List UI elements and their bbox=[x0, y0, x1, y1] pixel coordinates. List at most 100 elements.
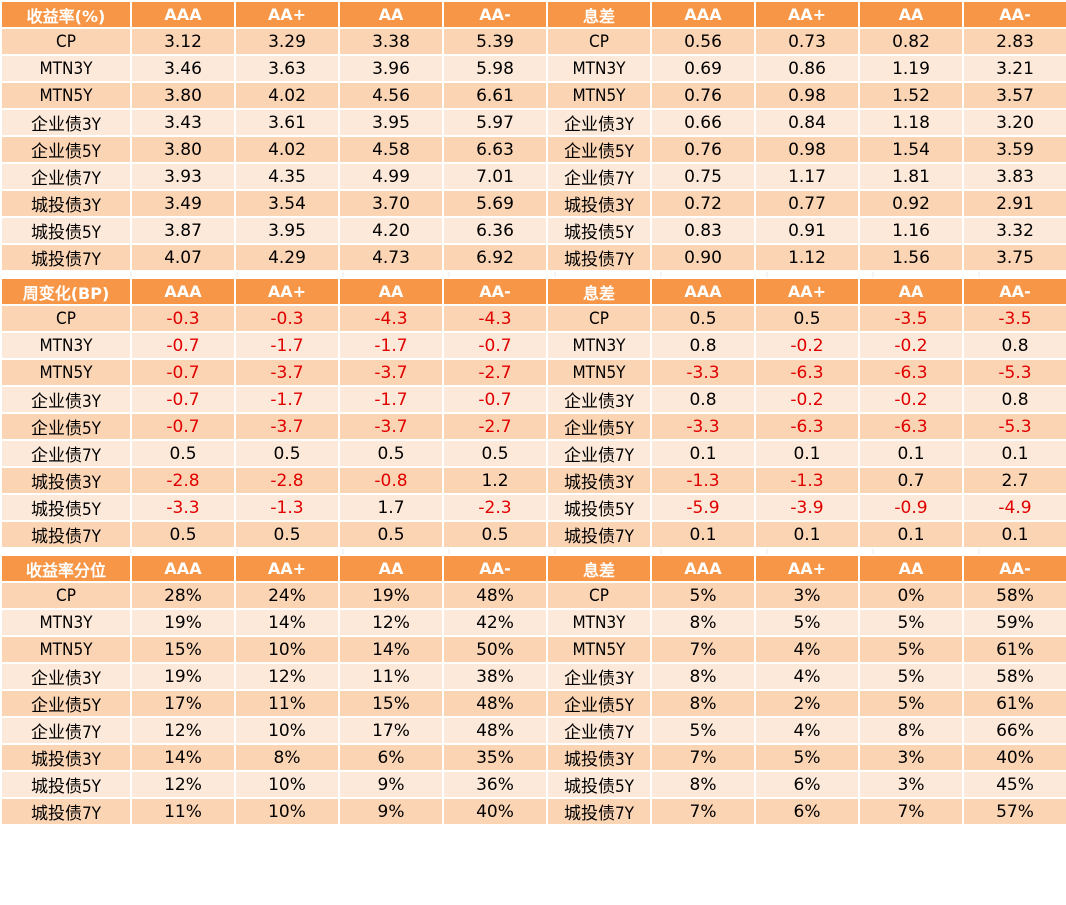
row-label: 城投债7Y bbox=[546, 243, 652, 272]
table-cell: 12% bbox=[338, 608, 444, 637]
table-cell: -4.9 bbox=[962, 493, 1066, 522]
gap-segment bbox=[980, 272, 1066, 277]
table-cell: -2.7 bbox=[442, 412, 548, 441]
table-cell: 4.20 bbox=[338, 216, 444, 245]
table-cell: -1.3 bbox=[234, 493, 340, 522]
table-cell: 4.07 bbox=[130, 243, 236, 272]
row-label: CP bbox=[546, 27, 652, 56]
table-cell: 0.5 bbox=[234, 520, 340, 549]
row-label: 企业债3Y bbox=[0, 108, 132, 137]
table-cell: 4.56 bbox=[338, 81, 444, 110]
column-header: AA+ bbox=[234, 0, 340, 29]
table-cell: 5% bbox=[858, 635, 964, 664]
table-cell: 0.76 bbox=[650, 81, 756, 110]
table-cell: 1.17 bbox=[754, 162, 860, 191]
table-cell: 19% bbox=[338, 581, 444, 610]
table-cell: 6% bbox=[338, 743, 444, 772]
header-row: 周变化(BP) AAA AA+ AA AA- 息差 AAA AA+ AA AA- bbox=[0, 277, 1066, 306]
table-cell: 36% bbox=[442, 770, 548, 799]
table-cell: -0.7 bbox=[442, 385, 548, 414]
table-cell: 3.95 bbox=[338, 108, 444, 137]
table-cell: 5.39 bbox=[442, 27, 548, 56]
table-cell: 3.63 bbox=[234, 54, 340, 83]
table-cell: -1.3 bbox=[754, 466, 860, 495]
table-cell: 0.5 bbox=[650, 304, 756, 333]
row-label: 城投债7Y bbox=[0, 243, 132, 272]
table-cell: -3.9 bbox=[754, 493, 860, 522]
table-cell: 7% bbox=[650, 797, 756, 826]
row-label: 城投债7Y bbox=[0, 520, 132, 549]
table-cell: 5.69 bbox=[442, 189, 548, 218]
table-cell: 3.80 bbox=[130, 135, 236, 164]
table-cell: 6% bbox=[754, 797, 860, 826]
yield-percentile-table: 收益率分位 AAA AA+ AA AA- 息差 AAA AA+ AA AA- CP 28% 24% 19%… bbox=[0, 554, 1066, 826]
table-row: 企业债3Y 3.43 3.61 3.95 5.97 企业债3Y 0.66 0.84 1.18 3.… bbox=[0, 108, 1066, 137]
column-header: AAA bbox=[130, 0, 236, 29]
table-cell: -6.3 bbox=[858, 412, 964, 441]
table-cell: 0.8 bbox=[650, 331, 756, 360]
column-header: AA+ bbox=[754, 277, 860, 306]
table-cell: 4.99 bbox=[338, 162, 444, 191]
column-header: AA- bbox=[442, 0, 548, 29]
row-label: 企业债7Y bbox=[0, 716, 132, 745]
table-cell: 14% bbox=[234, 608, 340, 637]
table-row: CP 28% 24% 19% 48% CP 5% 3% 0% 58% bbox=[0, 581, 1066, 610]
table-cell: 0.5 bbox=[130, 439, 236, 468]
column-header: AA- bbox=[962, 554, 1066, 583]
table-cell: 14% bbox=[338, 635, 444, 664]
table-cell: 1.7 bbox=[338, 493, 444, 522]
table-cell: -5.3 bbox=[962, 358, 1066, 387]
table-title: 周变化(BP) bbox=[0, 277, 132, 306]
table-cell: 4.73 bbox=[338, 243, 444, 272]
table-cell: 0.5 bbox=[130, 520, 236, 549]
gap-segment bbox=[344, 272, 450, 277]
weekly-change-table: 周变化(BP) AAA AA+ AA AA- 息差 AAA AA+ AA AA- CP -0.3 -0.… bbox=[0, 277, 1066, 549]
table-cell: -0.7 bbox=[442, 331, 548, 360]
row-label: 企业债3Y bbox=[0, 662, 132, 691]
spreadsheet: 收益率(%) AAA AA+ AA AA- 息差 AAA AA+ AA AA- CP 3.12 3.29… bbox=[0, 0, 1066, 826]
table-cell: -3.7 bbox=[234, 412, 340, 441]
column-header: AAA bbox=[130, 554, 236, 583]
table-cell: 50% bbox=[442, 635, 548, 664]
row-label: 企业债5Y bbox=[0, 135, 132, 164]
table-row: 企业债3Y 19% 12% 11% 38% 企业债3Y 8% 4% 5% 58% bbox=[0, 662, 1066, 691]
table-cell: 3.38 bbox=[338, 27, 444, 56]
table-cell: 10% bbox=[234, 770, 340, 799]
table-cell: 3.59 bbox=[962, 135, 1066, 164]
column-header: 息差 bbox=[546, 277, 652, 306]
table-cell: 42% bbox=[442, 608, 548, 637]
row-label: CP bbox=[0, 581, 132, 610]
gap-segment bbox=[132, 272, 238, 277]
table-cell: 9% bbox=[338, 770, 444, 799]
table-cell: 0.5 bbox=[442, 439, 548, 468]
column-header: 息差 bbox=[546, 0, 652, 29]
table-row: MTN3Y 3.46 3.63 3.96 5.98 MTN3Y 0.69 0.86 1.19 3.… bbox=[0, 54, 1066, 83]
table-row: 城投债7Y 0.5 0.5 0.5 0.5 城投债7Y 0.1 0.1 0.1 0.1 bbox=[0, 520, 1066, 549]
gap-segment bbox=[768, 272, 874, 277]
table-cell: 4.35 bbox=[234, 162, 340, 191]
table-row: 企业债5Y -0.7 -3.7 -3.7 -2.7 企业债5Y -3.3 -6.3 -6.3 -5… bbox=[0, 412, 1066, 441]
column-header: AA+ bbox=[234, 277, 340, 306]
table-row: CP -0.3 -0.3 -4.3 -4.3 CP 0.5 0.5 -3.5 -3.5 bbox=[0, 304, 1066, 333]
table-cell: -1.7 bbox=[338, 331, 444, 360]
column-header: 息差 bbox=[546, 554, 652, 583]
table-cell: 3.61 bbox=[234, 108, 340, 137]
table-cell: 1.54 bbox=[858, 135, 964, 164]
table-cell: 3.54 bbox=[234, 189, 340, 218]
table-cell: -6.3 bbox=[858, 358, 964, 387]
table-cell: 0.1 bbox=[962, 439, 1066, 468]
header-row: 收益率(%) AAA AA+ AA AA- 息差 AAA AA+ AA AA- bbox=[0, 0, 1066, 29]
table-cell: -2.3 bbox=[442, 493, 548, 522]
table-cell: -0.3 bbox=[234, 304, 340, 333]
table-cell: 7% bbox=[650, 635, 756, 664]
row-label: 企业债7Y bbox=[546, 439, 652, 468]
table-cell: 3.96 bbox=[338, 54, 444, 83]
table-cell: 3% bbox=[858, 770, 964, 799]
row-label: 企业债5Y bbox=[546, 412, 652, 441]
table-cell: 8% bbox=[650, 689, 756, 718]
table-cell: 48% bbox=[442, 581, 548, 610]
column-header: AA- bbox=[962, 277, 1066, 306]
column-header: AA bbox=[338, 277, 444, 306]
table-cell: 7.01 bbox=[442, 162, 548, 191]
table-cell: -3.7 bbox=[338, 358, 444, 387]
